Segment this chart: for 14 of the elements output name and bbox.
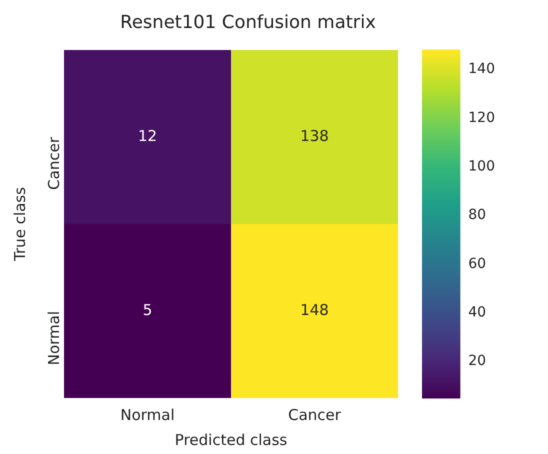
y-axis-title: True class — [10, 186, 29, 262]
data-label: 5 — [142, 300, 152, 319]
data-label: 148 — [300, 300, 329, 319]
color-bar-label: 80 — [468, 207, 486, 224]
color-bar-label: 20 — [468, 353, 486, 370]
x-axis-title: Predicted class — [174, 430, 288, 449]
chart-title: Resnet101 Confusion matrix — [119, 12, 377, 33]
color-bar-label: 120 — [468, 110, 496, 126]
color-bar-label: 100 — [468, 158, 496, 174]
color-bar-label: 40 — [468, 304, 486, 320]
data-label: 138 — [300, 126, 329, 145]
data-label: 12 — [138, 126, 158, 145]
color-bar-label: 140 — [468, 61, 496, 78]
color-bar-label: 60 — [468, 256, 486, 272]
